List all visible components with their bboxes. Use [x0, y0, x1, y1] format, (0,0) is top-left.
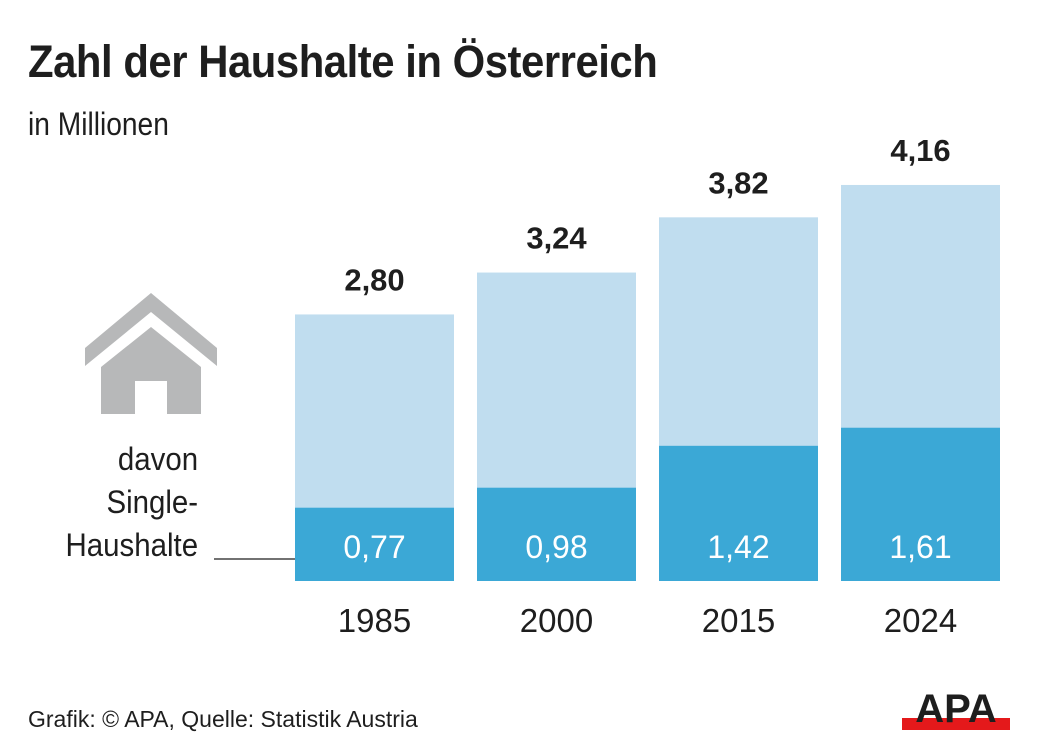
total-value-label: 4,16: [890, 133, 950, 168]
chart-title: Zahl der Haushalte in Österreich: [28, 36, 658, 87]
legend-line-1: davon: [117, 441, 198, 477]
bar-single-2000: [477, 487, 636, 581]
chart-subtitle: in Millionen: [28, 106, 169, 142]
bar-single-1985: [295, 507, 454, 581]
single-value-label: 0,77: [343, 529, 405, 565]
x-tick-label: 2024: [884, 602, 957, 639]
bars-group: 2,80 0,77 1985 3,24 0,98 2000 3,82 1,42 2015 4,16…: [295, 133, 1000, 639]
single-value-label: 0,98: [525, 529, 587, 565]
single-value-label: 1,61: [889, 529, 951, 565]
house-icon: [85, 293, 217, 414]
bar-single-2015: [659, 445, 818, 581]
apa-logo: APA: [902, 688, 1010, 731]
single-households-legend: davon Single- Haushalte: [65, 438, 198, 567]
x-tick-label: 2000: [520, 602, 593, 639]
single-value-label: 1,42: [707, 529, 769, 565]
x-tick-label: 2015: [702, 602, 775, 639]
total-value-label: 3,82: [708, 165, 768, 200]
total-value-label: 3,24: [526, 221, 587, 256]
legend-line-3: Haushalte: [65, 527, 198, 563]
x-tick-label: 1985: [338, 602, 411, 639]
source-credit: Grafik: © APA, Quelle: Statistik Austria: [28, 706, 418, 732]
bar-single-2024: [841, 427, 1000, 581]
apa-logo-text: APA: [915, 688, 996, 731]
total-value-label: 2,80: [344, 262, 404, 297]
legend-line-2: Single-: [106, 484, 198, 520]
